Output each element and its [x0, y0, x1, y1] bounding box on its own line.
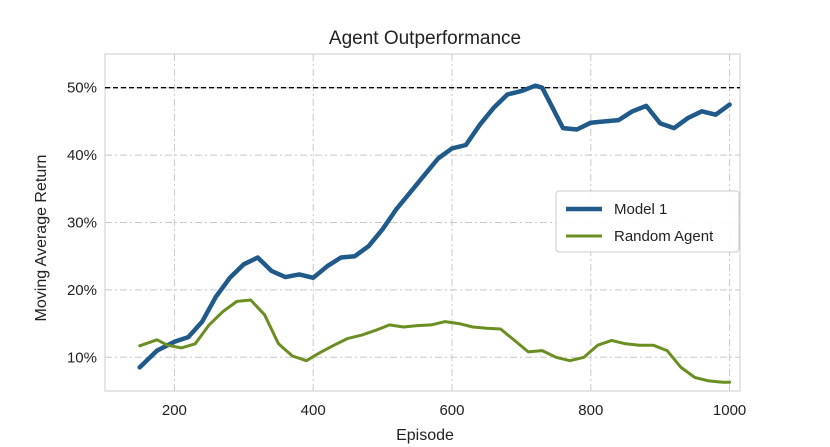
y-axis-label: Moving Average Return [33, 155, 50, 322]
legend-label: Random Agent [614, 228, 714, 245]
x-tick-label: 800 [578, 402, 603, 419]
series-line-model-1 [137, 83, 732, 370]
series-line-random-agent [138, 298, 732, 384]
legend-label: Model 1 [614, 201, 667, 218]
y-tick-label: 20% [67, 282, 97, 299]
plot-frame [104, 53, 741, 392]
y-tick-label: 40% [67, 147, 97, 164]
y-tick-label: 10% [67, 349, 97, 366]
x-tick-label: 600 [439, 402, 464, 419]
y-tick-label: 30% [67, 215, 97, 232]
y-tick-label: 50% [67, 80, 97, 97]
series-lines [105, 83, 740, 384]
legend: Model 1 Random Agent [555, 190, 740, 253]
x-tick-label: 400 [301, 402, 326, 419]
x-tick-label: 1000 [713, 402, 746, 419]
x-tick-label: 200 [162, 402, 187, 419]
x-axis-label: Episode [396, 427, 454, 444]
chart-title: Agent Outperformance [329, 28, 521, 49]
